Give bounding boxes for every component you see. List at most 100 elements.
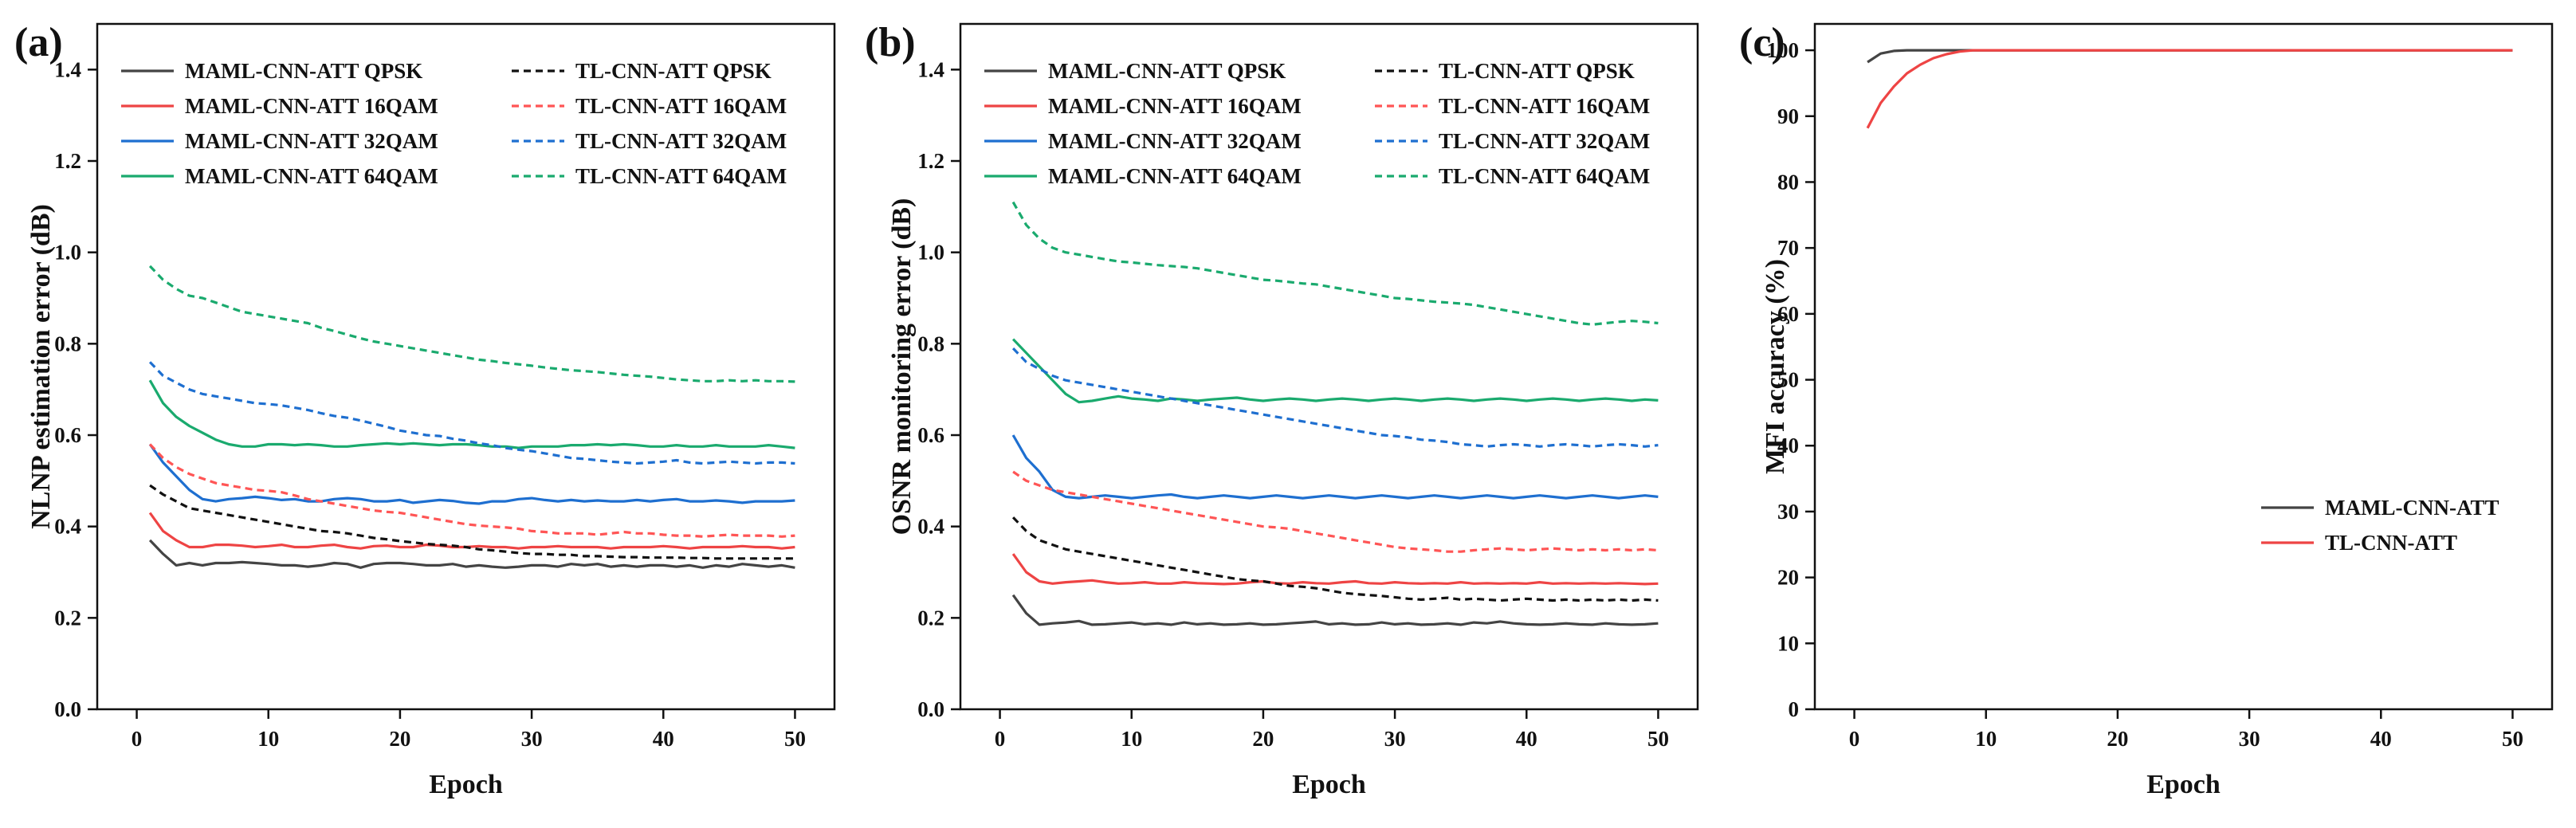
y-axis-title-b: OSNR monitoring error (dB) xyxy=(887,198,917,536)
y-tick-label: 0.8 xyxy=(54,332,81,355)
series-line-tl-cnn-att-64qam xyxy=(148,265,795,383)
y-tick-label: 0.2 xyxy=(54,606,81,630)
legend-label: TL-CNN-ATT QPSK xyxy=(1439,59,1635,83)
legend-label: TL-CNN-ATT 64QAM xyxy=(1439,164,1650,188)
legend-item: TL-CNN-ATT QPSK xyxy=(512,59,772,83)
plot-frame-b xyxy=(959,22,1699,711)
x-axis-title-b: Epoch xyxy=(1292,770,1366,799)
x-tick-label: 40 xyxy=(653,727,674,751)
legend-item: TL-CNN-ATT 32QAM xyxy=(512,129,787,153)
series-line-maml-cnn-att-qpsk xyxy=(148,539,795,569)
x-tick-label: 20 xyxy=(2107,727,2128,751)
x-tick-label: 0 xyxy=(1849,727,1860,751)
y-tick-label: 0.0 xyxy=(917,697,944,721)
panel-label-a: (a) xyxy=(14,20,63,65)
chart-a: 0.0 0.2 0.4 0.6 0.8 1.0 1.2 1.4 0 10 20 30 40 50 Epoch… xyxy=(26,22,836,799)
x-tick-label: 50 xyxy=(1647,727,1669,751)
x-tick-label: 0 xyxy=(132,727,143,751)
legend-b: MAML-CNN-ATT QPSK MAML-CNN-ATT 16QAM MAML-… xyxy=(984,59,1650,188)
legend-label: MAML-CNN-ATT xyxy=(2325,496,2499,520)
y-tick-label: 50 xyxy=(1777,368,1799,392)
y-tick-label: 80 xyxy=(1777,170,1799,194)
x-tick-label: 40 xyxy=(1516,727,1537,751)
y-tick-label: 0.4 xyxy=(917,515,944,539)
series-line-tl-cnn-att-16qam xyxy=(1012,470,1659,553)
x-tick-label: 30 xyxy=(1384,727,1406,751)
x-tick-label: 40 xyxy=(2370,727,2392,751)
y-tick-label: 0.0 xyxy=(54,697,81,721)
legend-label: TL-CNN-ATT 32QAM xyxy=(575,129,787,153)
legend-label: TL-CNN-ATT 64QAM xyxy=(575,164,787,188)
plot-frame-a xyxy=(96,22,836,711)
legend-label: TL-CNN-ATT 32QAM xyxy=(1439,129,1650,153)
legend-label: TL-CNN-ATT 16QAM xyxy=(575,94,787,118)
x-tick-label: 50 xyxy=(784,727,806,751)
x-axis-title-c: Epoch xyxy=(2146,770,2221,799)
series-line-tl-cnn-att-64qam xyxy=(1011,201,1659,326)
legend-a: MAML-CNN-ATT QPSK MAML-CNN-ATT 16QAM MAML-… xyxy=(121,59,787,188)
y-tick-label: 0.2 xyxy=(917,606,944,630)
series-line-tl-cnn-att-qpsk xyxy=(1011,516,1659,602)
legend-item: MAML-CNN-ATT 16QAM xyxy=(984,94,1302,118)
series-line-tl-cnn-att-16qam xyxy=(148,443,795,538)
legend-label: TL-CNN-ATT QPSK xyxy=(575,59,772,83)
legend-item: MAML-CNN-ATT QPSK xyxy=(121,59,422,83)
series-line-maml-cnn-att-qpsk xyxy=(1011,594,1659,626)
y-tick-label: 40 xyxy=(1777,434,1799,457)
series-line-maml-cnn-att-32qam xyxy=(148,443,795,505)
legend-label: MAML-CNN-ATT 32QAM xyxy=(1048,129,1302,153)
chart-b: 0.0 0.2 0.4 0.6 0.8 1.0 1.2 1.4 0 10 20 30 40 50 Epoch… xyxy=(887,22,1699,799)
legend-label: MAML-CNN-ATT QPSK xyxy=(1048,59,1286,83)
y-tick-label: 1.0 xyxy=(54,241,81,265)
legend-item: TL-CNN-ATT 16QAM xyxy=(1375,94,1650,118)
panel-a: (a) 0.0 0.2 0.4 0.6 0.8 1.0 1.2 1.4 0 10 20 30 40 50 E… xyxy=(14,20,836,799)
legend-item: TL-CNN-ATT QPSK xyxy=(1375,59,1635,83)
legend-label: TL-CNN-ATT xyxy=(2325,531,2457,555)
x-tick-label: 0 xyxy=(995,727,1006,751)
legend-item: MAML-CNN-ATT 64QAM xyxy=(121,164,438,188)
legend-label: MAML-CNN-ATT 64QAM xyxy=(1048,164,1302,188)
legend-label: MAML-CNN-ATT 64QAM xyxy=(185,164,438,188)
y-tick-label: 100 xyxy=(1767,38,1800,62)
y-axis-title-c: MFI accuracy (%) xyxy=(1761,259,1790,474)
x-tick-label: 10 xyxy=(257,727,279,751)
x-tick-label: 20 xyxy=(389,727,410,751)
legend-item: MAML-CNN-ATT xyxy=(2261,496,2499,520)
x-tick-label: 50 xyxy=(2502,727,2523,751)
x-axis-title-a: Epoch xyxy=(429,770,503,799)
legend-label: MAML-CNN-ATT 16QAM xyxy=(185,94,438,118)
legend-item: MAML-CNN-ATT 32QAM xyxy=(121,129,438,153)
legend-item: TL-CNN-ATT 64QAM xyxy=(1375,164,1650,188)
legend-item: TL-CNN-ATT 32QAM xyxy=(1375,129,1650,153)
x-tick-label: 10 xyxy=(1121,727,1142,751)
y-tick-label: 1.4 xyxy=(54,57,81,81)
y-tick-label: 60 xyxy=(1777,302,1799,326)
plot-frame-c xyxy=(1813,22,2554,711)
y-tick-label: 0.6 xyxy=(917,423,944,447)
x-tick-label: 30 xyxy=(2239,727,2260,751)
x-tick-label: 30 xyxy=(521,727,543,751)
series-line-maml-cnn-att-64qam xyxy=(148,379,795,449)
y-axis-title-a: NLNP estimation error (dB) xyxy=(26,204,56,529)
legend-item: TL-CNN-ATT 64QAM xyxy=(512,164,787,188)
y-tick-label: 20 xyxy=(1777,566,1799,590)
x-tick-label: 20 xyxy=(1252,727,1274,751)
panel-label-c: (c) xyxy=(1739,20,1785,65)
legend-item: TL-CNN-ATT 16QAM xyxy=(512,94,787,118)
series-line-maml-cnn-att-64qam xyxy=(1011,338,1659,404)
legend-label: MAML-CNN-ATT QPSK xyxy=(185,59,422,83)
legend-label: MAML-CNN-ATT 32QAM xyxy=(185,129,438,153)
y-tick-label: 10 xyxy=(1777,631,1799,655)
legend-label: TL-CNN-ATT 16QAM xyxy=(1439,94,1650,118)
legend-item: MAML-CNN-ATT 16QAM xyxy=(121,94,438,118)
y-tick-label: 1.2 xyxy=(917,149,944,173)
series-line-tl-cnn-att-qpsk xyxy=(149,484,795,560)
legend-item: MAML-CNN-ATT 64QAM xyxy=(984,164,1302,188)
series-line-tl-cnn-att-32qam xyxy=(1011,347,1659,448)
y-tick-label: 1.2 xyxy=(54,149,81,173)
panel-c: (c) 0 10 20 30 40 50 60 70 80 90 100 0 10 20 30 40 50 Epo… xyxy=(1739,20,2554,799)
y-tick-label: 30 xyxy=(1777,500,1799,524)
x-tick-label: 10 xyxy=(1975,727,1997,751)
y-tick-label: 1.4 xyxy=(917,57,944,81)
series-line-maml-cnn-att-32qam xyxy=(1011,434,1659,500)
